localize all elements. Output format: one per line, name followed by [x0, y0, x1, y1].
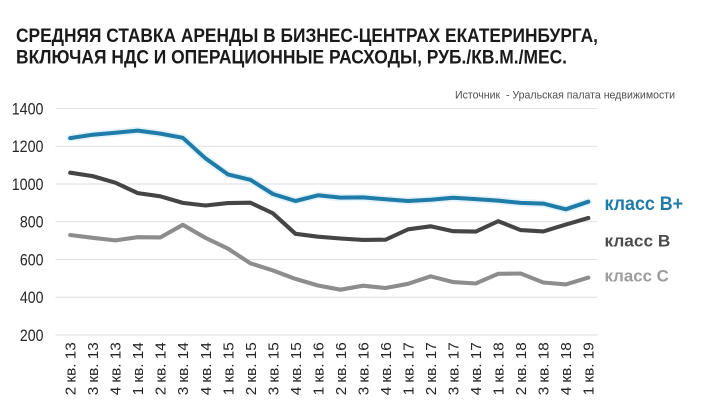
svg-text:4 кв. 13: 4 кв. 13 — [108, 342, 125, 395]
svg-text:2 кв. 14: 2 кв. 14 — [153, 342, 170, 395]
svg-text:класс C: класс C — [605, 267, 669, 286]
svg-text:1000: 1000 — [12, 175, 44, 194]
svg-text:1 кв. 14: 1 кв. 14 — [130, 342, 147, 395]
svg-text:800: 800 — [20, 213, 44, 232]
svg-text:400: 400 — [20, 288, 44, 307]
svg-text:2 кв. 18: 2 кв. 18 — [513, 342, 530, 395]
svg-text:3 кв. 18: 3 кв. 18 — [536, 342, 553, 395]
svg-text:1 кв. 19: 1 кв. 19 — [581, 342, 598, 395]
svg-text:4 кв. 17: 4 кв. 17 — [468, 342, 485, 395]
svg-text:4 кв. 18: 4 кв. 18 — [558, 342, 575, 395]
svg-text:класс B+: класс B+ — [605, 194, 684, 215]
svg-text:1 кв. 16: 1 кв. 16 — [310, 342, 327, 395]
svg-text:3 кв. 16: 3 кв. 16 — [356, 342, 373, 395]
svg-text:класс B: класс B — [605, 233, 671, 251]
svg-text:3 кв. 14: 3 кв. 14 — [175, 342, 192, 395]
svg-text:СРЕДНЯЯ СТАВКА АРЕНДЫ В БИЗНЕС: СРЕДНЯЯ СТАВКА АРЕНДЫ В БИЗНЕС-ЦЕНТРАХ Е… — [16, 26, 598, 47]
svg-text:ВКЛЮЧАЯ НДС И ОПЕРАЦИОННЫЕ РАС: ВКЛЮЧАЯ НДС И ОПЕРАЦИОННЫЕ РАСХОДЫ, РУБ.… — [16, 48, 567, 69]
svg-text:4 кв. 16: 4 кв. 16 — [378, 342, 395, 395]
svg-text:2 кв. 16: 2 кв. 16 — [333, 342, 350, 395]
svg-text:2 кв. 15: 2 кв. 15 — [243, 342, 260, 395]
svg-text:3 кв. 13: 3 кв. 13 — [85, 342, 102, 395]
svg-text:1 кв. 18: 1 кв. 18 — [491, 342, 508, 395]
svg-text:1200: 1200 — [12, 137, 44, 156]
svg-text:1400: 1400 — [12, 99, 44, 118]
svg-text:200: 200 — [20, 326, 44, 345]
svg-text:2 кв. 13: 2 кв. 13 — [63, 342, 80, 395]
svg-text:Источник - Уральская палата н: Источник - Уральская палата недвижимости — [455, 89, 675, 101]
svg-text:4 кв. 15: 4 кв. 15 — [288, 342, 305, 395]
svg-text:1 кв. 17: 1 кв. 17 — [401, 342, 418, 395]
svg-text:2 кв. 17: 2 кв. 17 — [423, 342, 440, 395]
svg-text:600: 600 — [20, 250, 44, 269]
svg-text:3 кв. 15: 3 кв. 15 — [265, 342, 282, 395]
svg-text:1 кв. 15: 1 кв. 15 — [220, 342, 237, 395]
svg-text:4 кв. 14: 4 кв. 14 — [198, 342, 215, 395]
svg-text:3 кв. 17: 3 кв. 17 — [446, 342, 463, 395]
